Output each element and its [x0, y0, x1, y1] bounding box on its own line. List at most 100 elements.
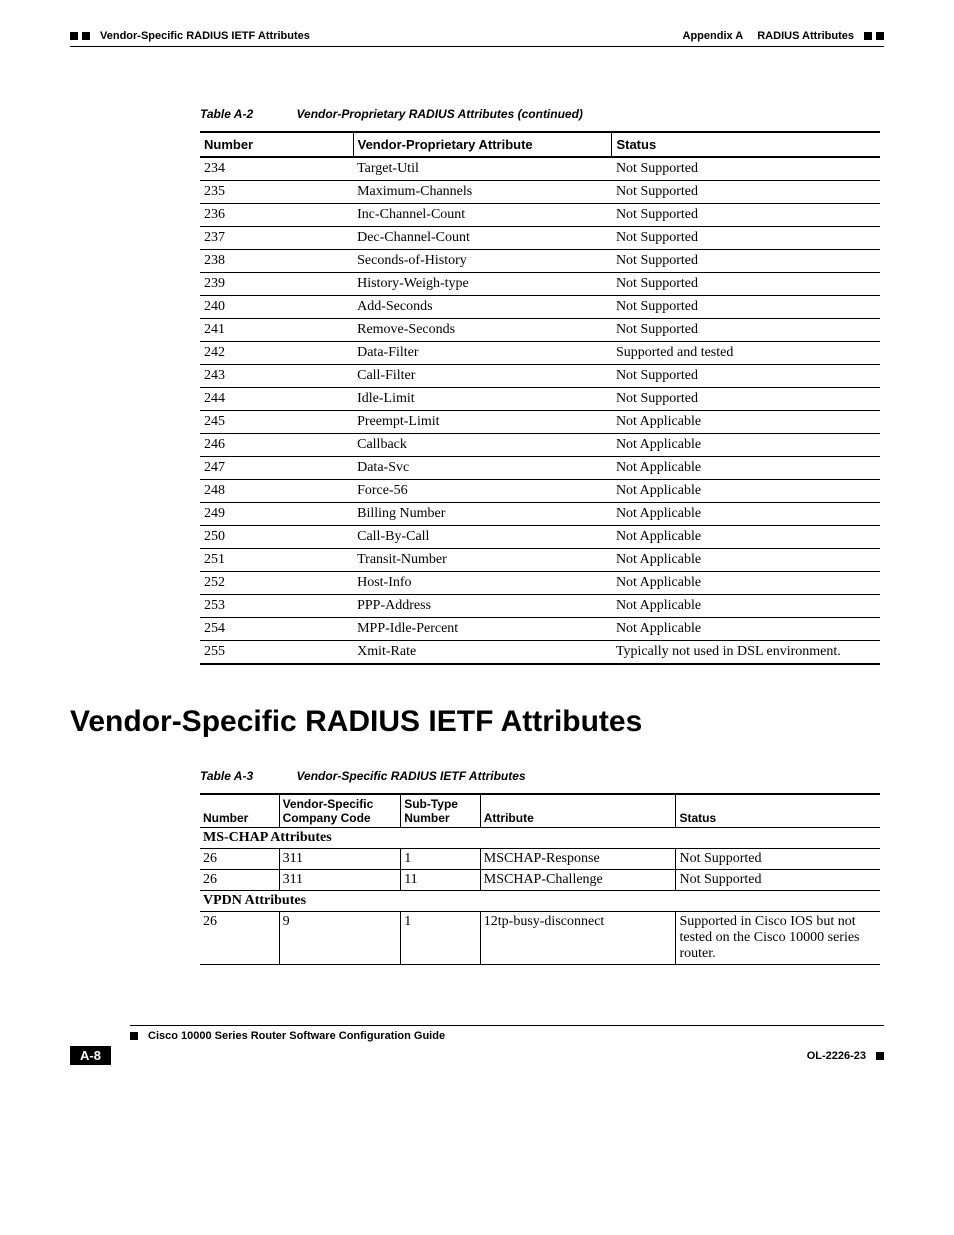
table-cell: Not Applicable: [612, 595, 880, 618]
section-heading: Vendor-Specific RADIUS IETF Attributes: [70, 705, 884, 739]
footer-square-icon: [876, 1052, 884, 1060]
table-row: 253PPP-AddressNot Applicable: [200, 595, 880, 618]
table-row: 251Transit-NumberNot Applicable: [200, 549, 880, 572]
table-row: 254MPP-Idle-PercentNot Applicable: [200, 618, 880, 641]
table-cell: Not Supported: [612, 388, 880, 411]
table-row: 240Add-SecondsNot Supported: [200, 296, 880, 319]
table-a2-title: Vendor-Proprietary RADIUS Attributes (co…: [296, 107, 582, 121]
running-head-appendix: Appendix A: [683, 30, 744, 42]
table-header: Status: [676, 794, 880, 828]
table-cell: Not Applicable: [612, 549, 880, 572]
table-cell: Not Applicable: [612, 457, 880, 480]
table-cell: 311: [279, 849, 401, 870]
header-square-icon: [864, 32, 872, 40]
table-cell: 253: [200, 595, 353, 618]
table-a2-caption: Table A-2 Vendor-Proprietary RADIUS Attr…: [200, 107, 884, 121]
table-cell: 250: [200, 526, 353, 549]
table-cell: Not Applicable: [612, 411, 880, 434]
table-cell: Add-Seconds: [353, 296, 612, 319]
table-a2: NumberVendor-Proprietary AttributeStatus…: [200, 131, 880, 665]
table-cell: Not Applicable: [612, 480, 880, 503]
table-cell: Not Supported: [612, 319, 880, 342]
table-cell: 237: [200, 227, 353, 250]
table-cell: 311: [279, 870, 401, 891]
table-cell: Maximum-Channels: [353, 181, 612, 204]
table-cell: Seconds-of-History: [353, 250, 612, 273]
table-cell: 246: [200, 434, 353, 457]
table-cell: History-Weigh-type: [353, 273, 612, 296]
table-cell: 11: [401, 870, 481, 891]
table-cell: 234: [200, 157, 353, 181]
table-group-header: VPDN Attributes: [200, 891, 880, 912]
table-cell: PPP-Address: [353, 595, 612, 618]
table-cell: Transit-Number: [353, 549, 612, 572]
table-cell: Not Supported: [612, 181, 880, 204]
table-cell: 238: [200, 250, 353, 273]
header-square-icon: [876, 32, 884, 40]
table-cell: Remove-Seconds: [353, 319, 612, 342]
header-square-icon: [82, 32, 90, 40]
table-cell: Call-By-Call: [353, 526, 612, 549]
table-row: 237Dec-Channel-CountNot Supported: [200, 227, 880, 250]
table-row: 239History-Weigh-typeNot Supported: [200, 273, 880, 296]
table-row: 238Seconds-of-HistoryNot Supported: [200, 250, 880, 273]
table-cell: Data-Svc: [353, 457, 612, 480]
table-header: Vendor-Proprietary Attribute: [353, 132, 612, 157]
footer-guide-title: Cisco 10000 Series Router Software Confi…: [148, 1030, 445, 1042]
table-row: 263111MSCHAP-ResponseNot Supported: [200, 849, 880, 870]
table-row: 248Force-56Not Applicable: [200, 480, 880, 503]
table-a3-title: Vendor-Specific RADIUS IETF Attributes: [296, 769, 525, 783]
table-cell: Not Supported: [612, 365, 880, 388]
table-cell: MSCHAP-Response: [480, 849, 676, 870]
table-row: 244Idle-LimitNot Supported: [200, 388, 880, 411]
table-cell: 244: [200, 388, 353, 411]
header-square-icon: [70, 32, 78, 40]
table-row: 269112tp-busy-disconnectSupported in Cis…: [200, 912, 880, 965]
table-a2-label: Table A-2: [200, 107, 253, 121]
table-cell: Typically not used in DSL environment.: [612, 641, 880, 665]
table-cell: Not Supported: [612, 227, 880, 250]
footer-square-icon: [130, 1032, 138, 1040]
table-cell: Not Supported: [676, 870, 880, 891]
table-header: Number: [200, 794, 279, 828]
table-cell: 243: [200, 365, 353, 388]
table-cell: Preempt-Limit: [353, 411, 612, 434]
table-row: 2631111MSCHAP-ChallengeNot Supported: [200, 870, 880, 891]
table-row: 236Inc-Channel-CountNot Supported: [200, 204, 880, 227]
table-cell: Target-Util: [353, 157, 612, 181]
table-cell: Dec-Channel-Count: [353, 227, 612, 250]
table-cell: 254: [200, 618, 353, 641]
table-cell: 241: [200, 319, 353, 342]
table-row: 242Data-FilterSupported and tested: [200, 342, 880, 365]
table-cell: Inc-Channel-Count: [353, 204, 612, 227]
table-cell: 26: [200, 849, 279, 870]
table-cell: Not Applicable: [612, 434, 880, 457]
table-header: Status: [612, 132, 880, 157]
table-cell: 1: [401, 849, 481, 870]
table-row: 249Billing NumberNot Applicable: [200, 503, 880, 526]
table-cell: 9: [279, 912, 401, 965]
footer-doc-number: OL-2226-23: [807, 1050, 866, 1062]
table-cell: Not Supported: [612, 204, 880, 227]
table-cell: 240: [200, 296, 353, 319]
table-cell: 1: [401, 912, 481, 965]
table-cell: 12tp-busy-disconnect: [480, 912, 676, 965]
table-row: 255Xmit-RateTypically not used in DSL en…: [200, 641, 880, 665]
table-a3-caption: Table A-3 Vendor-Specific RADIUS IETF At…: [200, 769, 884, 783]
table-cell: 26: [200, 912, 279, 965]
table-cell: Billing Number: [353, 503, 612, 526]
table-header: Attribute: [480, 794, 676, 828]
table-cell: 248: [200, 480, 353, 503]
running-head-left: Vendor-Specific RADIUS IETF Attributes: [100, 30, 310, 42]
table-cell: 252: [200, 572, 353, 595]
table-row: 252Host-InfoNot Applicable: [200, 572, 880, 595]
table-a3-label: Table A-3: [200, 769, 253, 783]
table-cell: Not Supported: [612, 296, 880, 319]
table-cell: Callback: [353, 434, 612, 457]
table-row: 243Call-FilterNot Supported: [200, 365, 880, 388]
table-cell: 255: [200, 641, 353, 665]
table-cell: Call-Filter: [353, 365, 612, 388]
table-row: 235Maximum-ChannelsNot Supported: [200, 181, 880, 204]
table-cell: MSCHAP-Challenge: [480, 870, 676, 891]
table-a3: NumberVendor-Specific Company CodeSub-Ty…: [200, 793, 880, 965]
